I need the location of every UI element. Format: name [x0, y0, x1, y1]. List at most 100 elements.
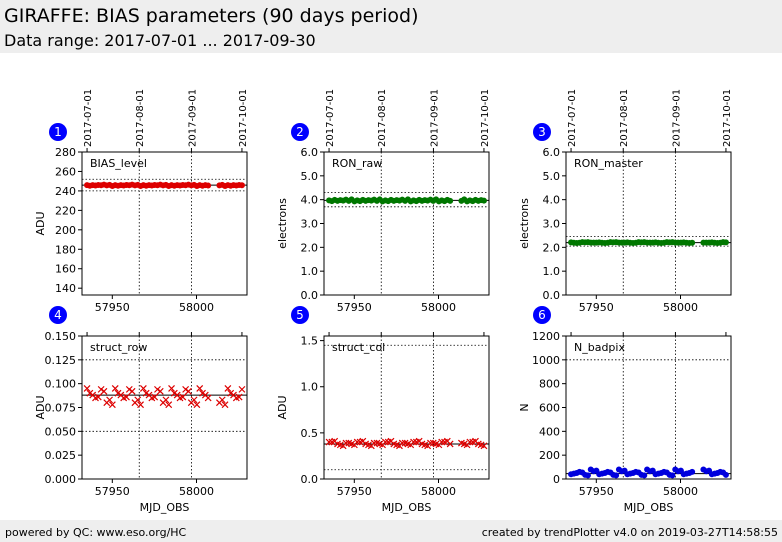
x-tick-label: 58000	[179, 301, 214, 314]
data-point	[196, 385, 204, 392]
panel-number-badge	[291, 306, 309, 324]
top-date-label: 2017-08-01	[619, 89, 630, 147]
panel-number-label: 6	[538, 308, 546, 322]
top-date-label: 2017-07-01	[567, 89, 578, 147]
footer-bar: powered by QC: www.eso.org/HC created by…	[0, 520, 782, 542]
axes-frame	[565, 335, 732, 480]
y-tick-label: 5.0	[543, 170, 561, 183]
x-axis-label: MJD_OBS	[140, 501, 190, 514]
y-tick-label: 0.025	[45, 449, 77, 462]
panel-label: RON_raw	[332, 157, 382, 170]
data-point	[94, 393, 102, 401]
y-tick-label: 0.0	[543, 289, 561, 302]
data-point	[238, 182, 245, 189]
panel-number-badge	[533, 123, 551, 141]
top-date-label: 2017-10-01	[480, 89, 491, 147]
y-tick-label: 160	[55, 263, 76, 276]
data-point	[108, 401, 116, 409]
axes-frame	[81, 151, 248, 296]
data-point	[204, 394, 212, 402]
data-point	[438, 438, 446, 446]
data-point	[325, 438, 333, 446]
y-tick-label: 0	[553, 473, 560, 486]
panel-number-label: 1	[54, 125, 62, 139]
series-points	[326, 196, 487, 205]
data-point	[613, 472, 620, 479]
data-point	[123, 393, 130, 401]
data-point	[168, 385, 175, 392]
top-date-label: 2017-09-01	[429, 89, 440, 147]
chart-panel-4: 0.000 0.025 0.050 0.075 0.100 0.125 0.150 57950…	[34, 306, 248, 514]
axes-frame	[323, 335, 490, 480]
data-point	[218, 396, 226, 404]
y-tick-label: 600	[539, 402, 560, 415]
y-tick-label: 6.0	[543, 146, 561, 159]
y-axis-label: ADU	[34, 395, 47, 419]
y-axis-label: ADU	[34, 211, 47, 235]
y-tick-label: 4.0	[301, 194, 319, 207]
data-point	[689, 239, 696, 246]
y-tick-label: 1.5	[301, 335, 319, 348]
x-tick-label: 57950	[579, 301, 614, 314]
top-date-label: 2017-10-01	[722, 89, 733, 147]
panel-number-label: 5	[296, 308, 304, 322]
series-points	[568, 466, 729, 479]
data-point	[689, 468, 696, 475]
series-points	[568, 239, 729, 247]
data-point	[224, 385, 232, 392]
data-point	[83, 385, 91, 392]
y-axis-label: electrons	[518, 198, 531, 249]
axes-frame	[565, 151, 732, 296]
y-tick-label: 1000	[532, 354, 560, 367]
chart-panel-6: 0 200 400 600 800 1000 1200 57950 58000 N_badpix N…	[518, 306, 732, 514]
data-point	[480, 442, 488, 450]
data-point	[128, 387, 136, 395]
data-point	[584, 472, 591, 479]
panel-number-badge	[291, 123, 309, 141]
y-tick-label: 400	[539, 425, 560, 438]
y-tick-label: 0.100	[45, 378, 77, 391]
top-date-label: 2017-09-01	[671, 89, 682, 147]
x-tick-label: 57950	[95, 301, 130, 314]
series-points	[84, 181, 245, 190]
data-point	[722, 239, 729, 246]
panel-number-badge	[533, 306, 551, 324]
x-tick-label: 57950	[337, 485, 372, 498]
panel-number-badge	[49, 123, 67, 141]
panel-number-label: 2	[296, 125, 304, 139]
data-point	[641, 472, 648, 479]
data-point	[151, 393, 159, 401]
data-point	[205, 182, 212, 189]
data-point	[342, 439, 350, 447]
y-tick-label: 1.0	[301, 265, 319, 278]
series-points	[83, 385, 246, 409]
data-point	[353, 438, 361, 446]
data-point	[446, 440, 454, 448]
page-title: GIRAFFE: BIAS parameters (90 days period…	[4, 5, 419, 27]
x-tick-label: 58000	[663, 485, 698, 498]
data-point	[185, 387, 192, 395]
data-point	[106, 396, 114, 404]
panel-label: RON_master	[574, 157, 643, 170]
y-axis-label: electrons	[276, 198, 289, 249]
data-point	[381, 438, 389, 446]
panel-number-badge	[49, 306, 67, 324]
x-tick-label: 57950	[337, 301, 372, 314]
panel-label: N_badpix	[574, 341, 625, 354]
panel-label: struct_col	[332, 341, 385, 354]
x-tick-label: 58000	[421, 301, 456, 314]
x-tick-label: 58000	[663, 301, 698, 314]
data-point	[235, 393, 243, 401]
top-date-label: 2017-07-01	[83, 89, 94, 147]
y-tick-label: 0.075	[45, 402, 77, 415]
data-point	[221, 401, 229, 409]
data-point	[410, 438, 417, 446]
top-date-label: 2017-08-01	[135, 89, 146, 147]
y-tick-label: 180	[55, 243, 76, 256]
data-point	[480, 197, 487, 204]
data-point	[238, 385, 246, 393]
data-point	[100, 387, 108, 395]
y-axis-label: N	[518, 403, 531, 411]
chart-panel-5: 0.0 0.5 1.0 1.5 57950 58000 struct_col ADU MJD_O…	[276, 306, 490, 514]
y-tick-label: 800	[539, 378, 560, 391]
